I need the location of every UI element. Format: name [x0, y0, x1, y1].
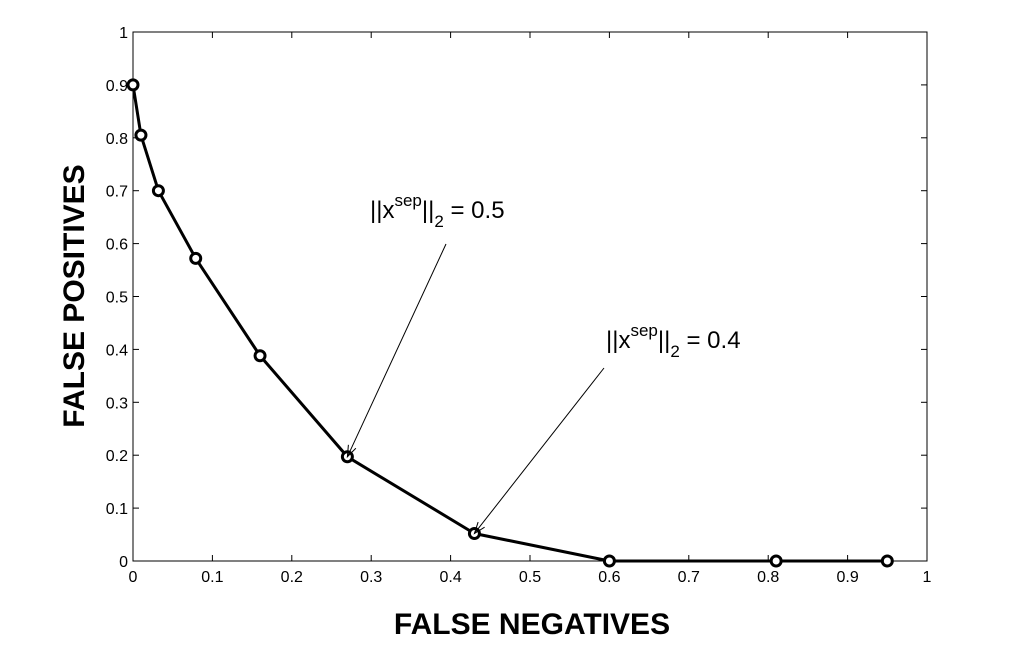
data-point-marker — [769, 554, 783, 568]
x-tick-label: 0.3 — [360, 569, 382, 586]
y-tick-label: 0.7 — [106, 184, 128, 201]
series-layer — [126, 78, 894, 568]
annotation-arrowhead — [346, 444, 357, 459]
y-tick-label: 0.2 — [106, 448, 128, 465]
annotation-arrow — [346, 243, 447, 457]
x-tick-label: 0.6 — [598, 569, 620, 586]
series-line — [131, 84, 888, 563]
data-point-marker — [151, 184, 165, 198]
y-tick-label: 0.5 — [106, 290, 128, 307]
y-tick-label: 0.6 — [106, 237, 128, 254]
y-tick-label: 0.4 — [106, 342, 128, 359]
x-tick-label: 0.8 — [757, 569, 779, 586]
y-axis-ticks: 0 0.1 0.2 0.3 0.4 0.5 0.6 0.7 0.8 0.9 1 — [106, 25, 927, 571]
data-point-marker — [602, 554, 616, 568]
x-tick-label: 0.2 — [281, 569, 303, 586]
x-axis-title: FALSE NEGATIVES — [394, 608, 670, 641]
x-tick-label: 0.7 — [678, 569, 700, 586]
x-tick-label: 0 — [129, 569, 138, 586]
y-tick-label: 1 — [119, 25, 128, 42]
annotation-layer: ||xsep||2 = 0.5 ||xsep||2 = 0.4 — [346, 191, 741, 535]
data-point-marker — [880, 554, 894, 568]
annotation-arrowhead — [473, 521, 485, 535]
data-point-marker — [189, 251, 203, 265]
y-tick-label: 0.9 — [106, 78, 128, 95]
x-tick-label: 0.9 — [836, 569, 858, 586]
x-tick-label: 0.1 — [201, 569, 223, 586]
x-axis-ticks: 0 0.1 0.2 0.3 0.4 0.5 0.6 0.7 0.8 0.9 1 — [129, 32, 932, 586]
data-point-marker — [134, 128, 148, 142]
annotation-arrow — [474, 367, 605, 534]
plot-area — [132, 31, 928, 562]
y-tick-label: 0.3 — [106, 395, 128, 412]
y-tick-label: 0.1 — [106, 501, 128, 518]
y-tick-label: 0 — [119, 554, 128, 571]
data-point-marker — [253, 349, 267, 363]
y-axis-title: FALSE POSITIVES — [58, 164, 91, 427]
x-tick-label: 0.4 — [439, 569, 461, 586]
x-tick-label: 0.5 — [519, 569, 541, 586]
annotation-label: ||xsep||2 = 0.4 — [606, 321, 741, 361]
data-point-marker — [126, 78, 140, 92]
x-tick-label: 1 — [923, 569, 932, 586]
annotation-label: ||xsep||2 = 0.5 — [370, 191, 505, 231]
y-tick-label: 0.8 — [106, 131, 128, 148]
